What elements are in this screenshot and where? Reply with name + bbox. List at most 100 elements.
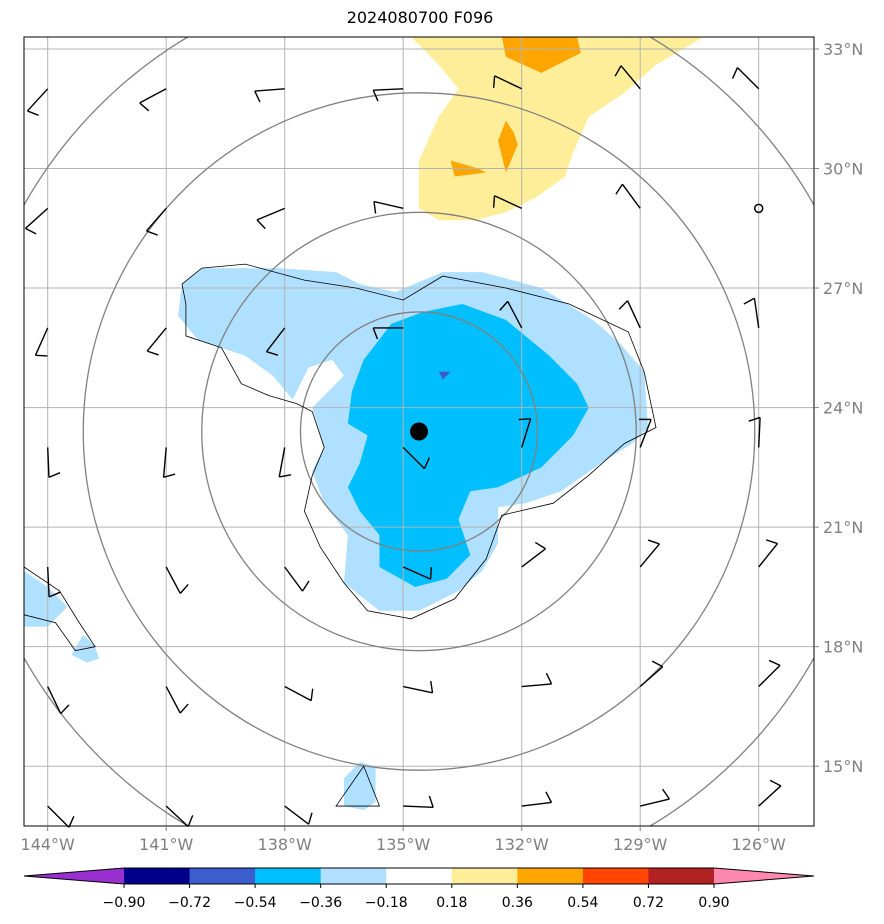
- wind-barb: [256, 207, 285, 221]
- wind-barb: [165, 805, 189, 827]
- wind-barb: [47, 447, 50, 478]
- lat-lon-grid: [24, 37, 814, 826]
- wind-barb: [521, 683, 552, 688]
- wind-barb: [284, 805, 310, 825]
- wind-barb: [758, 664, 781, 688]
- wind-barb: [402, 566, 431, 580]
- y-tick-label: 30°N: [823, 160, 863, 179]
- wind-barb-flag: [765, 539, 778, 545]
- wind-barb: [165, 686, 181, 714]
- colorbar-extend-low: [24, 868, 124, 884]
- wind-barb-flag: [545, 672, 553, 685]
- wind-barb-flag: [301, 580, 310, 592]
- y-tick-label: 24°N: [823, 399, 863, 418]
- wind-barb-flag: [60, 704, 70, 715]
- wind-barb-flag: [48, 591, 61, 598]
- contour-line: [335, 765, 381, 807]
- colorbar: −0.90 −0.72 −0.54 −0.36 −0.18 0.18 0.36 0.54 0.7…: [23, 867, 815, 911]
- wind-barb-flag: [179, 583, 189, 594]
- wind-barb-flag: [429, 567, 432, 580]
- wind-barb: [403, 805, 434, 809]
- wind-barb-flag: [423, 457, 430, 469]
- wind-barb-flag: [187, 815, 194, 827]
- wind-barb-flag: [545, 791, 553, 803]
- contour-line: [181, 263, 657, 620]
- wind-barb-flag: [768, 659, 781, 667]
- wind-barb-flag: [492, 195, 496, 208]
- x-tick-label: 126°W: [732, 835, 787, 854]
- wind-barb-flag: [146, 230, 158, 236]
- wind-barb-flag: [614, 65, 622, 77]
- shaded-region-9: [438, 371, 451, 380]
- wind-barb: [146, 327, 167, 352]
- wind-barb: [162, 447, 167, 478]
- wind-barb: [640, 798, 670, 807]
- wind-barb-flag: [307, 812, 313, 825]
- wind-barb-flag: [615, 183, 623, 195]
- wind-barb: [373, 88, 404, 91]
- wind-barb: [620, 65, 641, 90]
- wind-barb: [639, 543, 660, 568]
- wind-barb-flag: [372, 89, 379, 102]
- shaded-region-5: [411, 37, 704, 221]
- x-tick-label: 144°W: [21, 835, 76, 854]
- range-ring: [299, 311, 539, 552]
- wind-barb: [402, 446, 425, 470]
- colorbar-segment: [386, 868, 453, 884]
- wind-barb: [521, 801, 552, 807]
- wind-barb: [265, 327, 286, 353]
- wind-barb: [639, 666, 664, 688]
- storm-center: [410, 422, 428, 441]
- wind-barb: [758, 417, 761, 448]
- colorbar-tick-label: 0.36: [502, 895, 533, 911]
- range-rings: [24, 37, 814, 826]
- wind-barb: [507, 301, 523, 329]
- wind-barb: [521, 548, 546, 568]
- wind-barb-flag: [25, 227, 37, 235]
- wind-barb: [621, 183, 641, 209]
- wind-barb-flag: [266, 351, 279, 356]
- wind-barb: [494, 195, 522, 209]
- storm-center-dot: [410, 422, 428, 441]
- wind-barb: [758, 785, 782, 807]
- map-frame: [23, 36, 815, 827]
- wind-barb: [47, 686, 62, 714]
- wind-barb: [47, 805, 70, 828]
- x-tick-label: 132°W: [495, 835, 550, 854]
- colorbar-segment: [320, 868, 387, 884]
- y-tick-label: 18°N: [823, 638, 863, 657]
- wind-barb-flag: [428, 795, 434, 808]
- wind-barb: [34, 327, 49, 356]
- x-tick-label: 141°W: [139, 835, 194, 854]
- wind-barb-flag: [499, 300, 509, 311]
- colorbar-tick-label: −0.18: [365, 895, 408, 911]
- wind-barb: [373, 200, 404, 210]
- shaded-region-4: [343, 762, 376, 811]
- wind-barb-flag: [769, 779, 782, 787]
- wind-barb-flag: [492, 75, 496, 88]
- wind-barb: [47, 566, 50, 597]
- wind-barb: [254, 88, 285, 92]
- wind-barb-flag: [48, 472, 61, 479]
- x-tick-label: 129°W: [613, 835, 668, 854]
- wind-barb-flag: [163, 473, 176, 478]
- wind-barb: [521, 418, 532, 448]
- wind-barb-flag: [518, 418, 531, 421]
- colorbar-segment: [582, 868, 649, 884]
- colorbar-tick-label: 0.90: [698, 895, 729, 911]
- colorbar-segment: [255, 868, 322, 884]
- wind-barb: [639, 419, 652, 448]
- colorbar-segment: [648, 868, 715, 884]
- y-tick-label: 21°N: [823, 518, 863, 537]
- x-axis-ticks: 144°W 141°W 138°W 135°W 132°W 129°W 126°W: [21, 826, 787, 854]
- colorbar-tick-label: −0.54: [234, 895, 277, 911]
- wind-barb-flag: [27, 110, 39, 117]
- chart-title: 2024080700 F096: [346, 8, 494, 27]
- range-ring: [82, 92, 756, 771]
- colorbar-segment: [124, 868, 191, 884]
- colorbar-tick-label: 0.72: [633, 895, 664, 911]
- x-tick-label: 135°W: [376, 835, 431, 854]
- wind-barb-flag: [534, 541, 546, 550]
- colorbar-tick-label: −0.90: [103, 895, 146, 911]
